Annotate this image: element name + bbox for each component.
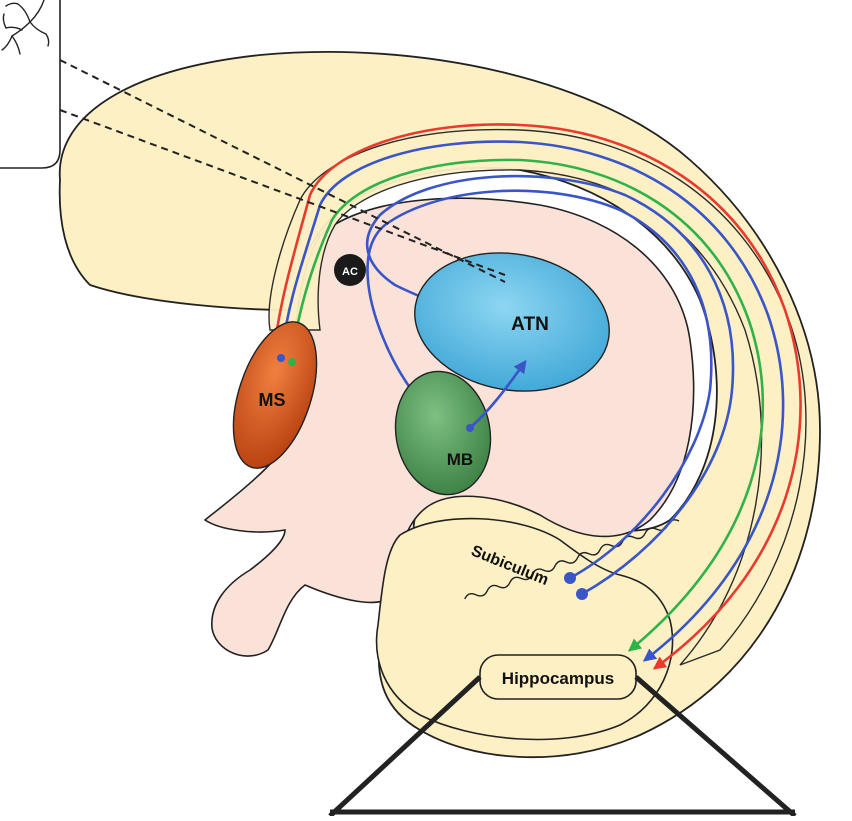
- ms-label: MS: [259, 390, 286, 410]
- ac-node: [334, 254, 366, 286]
- inset-box: [0, 0, 61, 169]
- tract-blue-subiculum-1: [366, 189, 713, 580]
- mb-nucleus: [394, 370, 492, 496]
- tract-blue-outer: [280, 140, 785, 662]
- ms-nucleus: [232, 321, 318, 469]
- fornix-band: [268, 128, 807, 666]
- ac-label: AC: [342, 266, 358, 278]
- ms-dot-green: [288, 358, 296, 366]
- subiculum-dot-2: [576, 588, 588, 600]
- hippocampus-label: Hippocampus: [502, 669, 614, 688]
- atn-label: ATN: [511, 314, 549, 335]
- zoom-trapezoid: [328, 675, 797, 818]
- mb-to-atn-arrow: [469, 359, 527, 429]
- dendrite-icon: [1, 0, 50, 55]
- subiculum-dot-1: [564, 572, 576, 584]
- ms-dot-blue: [277, 354, 285, 362]
- tract-red: [273, 123, 802, 670]
- tract-green: [290, 158, 765, 652]
- mb-label: MB: [447, 450, 473, 469]
- tract-blue-subiculum-2: [365, 174, 735, 596]
- mb-dot: [466, 424, 474, 432]
- inset-projection-lines: [59, 59, 506, 283]
- atn-nucleus: [414, 252, 610, 392]
- subiculum-wave: [464, 519, 680, 600]
